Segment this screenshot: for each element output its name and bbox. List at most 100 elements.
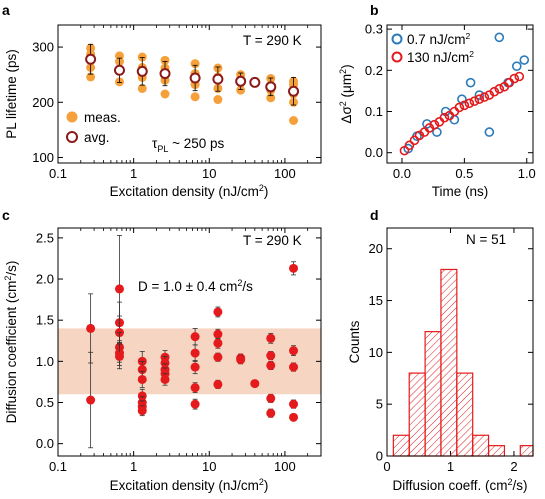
diffusion-point: [250, 379, 260, 389]
meas-point: [289, 115, 299, 125]
panel-a-axes-frame: [57, 24, 322, 164]
panel-b-ylabel: Δσ2 (μm2): [338, 64, 354, 123]
panel-a-xtick-label: 1: [130, 166, 137, 181]
diffusion-point: [137, 374, 147, 384]
diffusion-point: [114, 351, 124, 361]
series2-point: [509, 73, 520, 84]
panel-c-ytick-label: 2.5: [36, 230, 54, 245]
meas-point: [137, 52, 147, 62]
meas-point: [213, 95, 223, 105]
panel-c-xtick-label: 0.1: [49, 459, 67, 474]
panel-b-ytick-label: 0.3: [365, 22, 383, 37]
legend-series2-marker: [391, 51, 403, 63]
series1-point: [511, 61, 522, 71]
panel-d-xtick-label: 1: [447, 459, 454, 474]
panel-b-msd-chart: 0.0 0.5 1.0 0.0 0.1 0.2 0.3 0.7 nJ/cm2 130 nJ/…: [338, 22, 536, 199]
avg-point: [265, 81, 277, 93]
panel-d-ytick-label: 10: [369, 345, 383, 360]
panel-label-d: d: [370, 207, 379, 223]
avg-point: [288, 85, 300, 97]
series2-point: [474, 94, 485, 104]
series2-point: [514, 71, 525, 82]
diffusion-point: [266, 408, 276, 418]
histogram-bar: [456, 372, 474, 457]
panel-c-ytick-label: 2.0: [36, 272, 54, 287]
diffusion-point: [190, 348, 200, 358]
meas-point: [86, 72, 96, 82]
histogram-bar: [424, 331, 442, 457]
panel-b-xtick-label: 0.5: [455, 166, 473, 181]
series2-point: [469, 96, 480, 107]
histogram-bar: [408, 372, 426, 457]
series2-point: [404, 140, 415, 151]
diffusion-point: [266, 351, 276, 361]
panel-b-legend: 0.7 nJ/cm2 130 nJ/cm2: [391, 31, 474, 65]
panel-a-temperature: T = 290 K: [243, 33, 302, 48]
series2-point: [459, 100, 470, 111]
series1-point: [457, 94, 467, 104]
diffusion-point: [137, 365, 147, 375]
histogram-bar: [392, 434, 410, 457]
diffusion-point: [266, 393, 276, 403]
panel-b-xtick-label: 1.0: [518, 166, 536, 181]
avg-point: [159, 68, 171, 80]
panel-a-ytick-label: 200: [32, 95, 54, 110]
diffusion-point: [137, 391, 147, 401]
histogram-bar: [519, 445, 534, 457]
panel-c-temperature: T = 290 K: [243, 233, 302, 248]
uncertainty-band: [58, 328, 321, 395]
panel-a-xtick-label: 0.1: [49, 166, 67, 181]
diffusion-point: [289, 362, 299, 372]
series2-point: [464, 98, 475, 109]
diffusion-point: [190, 362, 200, 372]
diffusion-point: [190, 383, 200, 393]
panel-label-c: c: [2, 207, 10, 223]
panel-a-legend: meas. avg.: [66, 110, 121, 145]
diffusion-point: [213, 338, 223, 348]
meas-point: [160, 89, 170, 99]
panel-b-ytick-label: 0.1: [365, 104, 383, 119]
panel-d-xlabel: Diffusion coeff. (cm2/s): [392, 477, 527, 493]
series2-point: [494, 84, 505, 94]
series2-point: [409, 135, 420, 146]
panel-d-count: N = 51: [466, 232, 506, 247]
panel-a-xtick-label: 10: [202, 166, 216, 181]
panel-d-xtick-label: 0: [383, 459, 390, 474]
panel-label-a: a: [2, 2, 10, 18]
panel-a-xlabel: Excitation density (nJ/cm2): [110, 183, 269, 199]
panel-b-ytick-label: 0.2: [365, 63, 383, 78]
series1-point: [519, 55, 530, 65]
diffusion-point: [86, 395, 96, 405]
series2-point: [429, 119, 440, 130]
meas-point: [137, 83, 147, 93]
legend-avg-label: avg.: [84, 130, 110, 145]
panel-d-ytick-label: 20: [369, 241, 383, 256]
series1-point: [484, 127, 495, 137]
diffusion-point: [190, 332, 200, 342]
panel-b-axes-frame: [386, 24, 534, 164]
panel-a-ytick-label: 300: [32, 40, 54, 55]
legend-series2-label: 130 nJ/cm2: [407, 49, 474, 65]
panel-c-diffusion-chart: 0.1 1 10 100 0.0 0.5 1.0 1.5 2.0 2.5 T = 290 K D …: [3, 227, 322, 493]
series1-point: [465, 77, 476, 88]
series1-point: [494, 32, 505, 43]
panel-a-tau-annotation: τPL ~ 250 ps: [152, 136, 225, 154]
diffusion-point: [266, 360, 276, 370]
diffusion-point: [236, 355, 246, 365]
panel-d-xtick-label: 2: [510, 459, 517, 474]
panel-c-ytick-label: 0.5: [36, 395, 54, 410]
diffusion-point: [266, 333, 276, 343]
meas-point: [236, 85, 246, 95]
avg-point: [85, 53, 97, 65]
legend-series1-marker: [391, 33, 403, 45]
panel-b-xlabel: Time (ns): [432, 184, 489, 199]
avg-point: [235, 75, 247, 87]
panel-d-ylabel: Counts: [347, 320, 362, 363]
diffusion-point: [289, 399, 299, 409]
panel-label-b: b: [370, 2, 379, 18]
diffusion-point: [213, 379, 223, 389]
diffusion-point: [213, 329, 223, 339]
series2-point: [479, 92, 490, 102]
